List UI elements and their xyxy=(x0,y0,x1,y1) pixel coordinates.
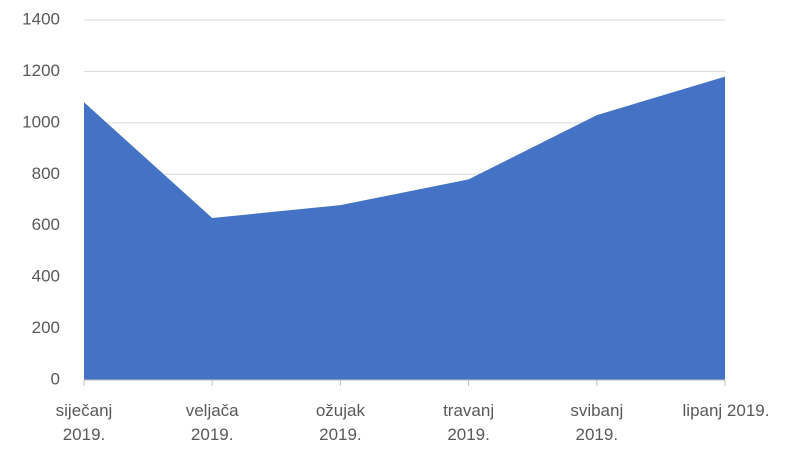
x-tick-label: lipanj 2019. xyxy=(682,401,770,420)
y-tick-label: 200 xyxy=(32,318,60,337)
y-tick-label: 1000 xyxy=(22,112,60,131)
x-tick-label: siječanj 2019. xyxy=(55,401,113,444)
x-tick-label: ožujak 2019. xyxy=(315,401,365,444)
y-tick-label: 0 xyxy=(51,369,60,388)
y-tick-label: 600 xyxy=(32,215,60,234)
y-tick-label: 1400 xyxy=(22,9,60,28)
y-tick-label: 400 xyxy=(32,267,60,286)
area xyxy=(84,76,725,381)
x-tick-label: veljača 2019. xyxy=(185,401,239,444)
y-tick-label: 800 xyxy=(32,164,60,183)
x-tick-label: travanj 2019. xyxy=(443,401,495,444)
y-tick-label: 1200 xyxy=(22,61,60,80)
x-tick-label: svibanj 2019. xyxy=(570,401,624,444)
